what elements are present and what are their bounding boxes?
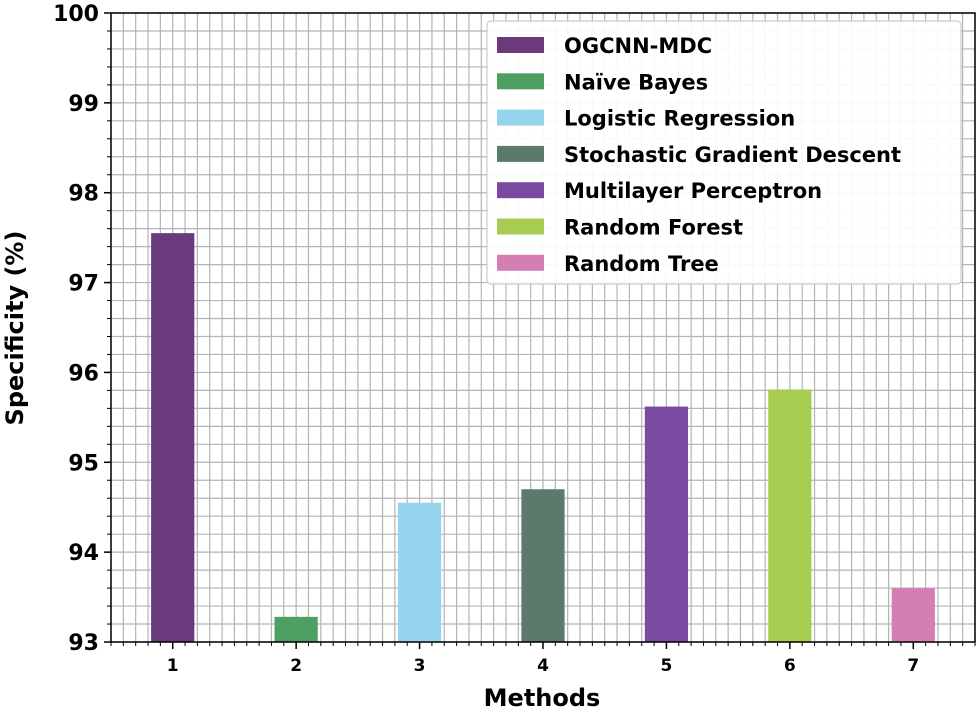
legend-swatch-5	[497, 182, 544, 199]
legend-swatch-3	[497, 109, 544, 126]
x-tick-label: 2	[290, 656, 302, 676]
y-tick-label: 97	[68, 272, 99, 297]
bar-6	[768, 389, 812, 642]
y-axis-title: Specificity (%)	[1, 231, 29, 426]
bar-7	[891, 588, 935, 642]
legend-label-2: Naïve Bayes	[564, 70, 708, 94]
x-tick-label: 6	[784, 656, 796, 676]
legend-swatch-1	[497, 37, 544, 53]
x-axis-title: Methods	[484, 684, 601, 712]
legend-swatch-4	[497, 145, 544, 162]
y-tick-label: 96	[68, 361, 99, 386]
axes: 93 94 95 96 97 98 99 100 1 2 3 4 5 6 7	[53, 2, 976, 676]
bars	[151, 233, 935, 642]
y-tick-label: 100	[53, 2, 99, 27]
legend: OGCNN-MDC Naïve Bayes Logistic Regression S…	[486, 20, 962, 285]
legend-label-5: Multilayer Perceptron	[564, 179, 822, 203]
x-tick-label: 3	[414, 656, 426, 676]
legend-swatch-2	[497, 73, 544, 90]
y-tick-label: 93	[68, 631, 99, 656]
legend-label-7: Random Tree	[564, 252, 719, 276]
y-tick-label: 98	[68, 182, 99, 207]
legend-label-4: Stochastic Gradient Descent	[564, 143, 901, 167]
bar-1	[151, 233, 195, 642]
y-tick-label: 99	[68, 92, 99, 117]
x-tick-label: 1	[167, 656, 179, 676]
bar-4	[521, 489, 565, 642]
legend-label-3: Logistic Regression	[564, 107, 795, 131]
y-tick-label: 94	[68, 541, 99, 566]
legend-swatch-6	[497, 218, 544, 235]
bar-5	[644, 406, 689, 642]
legend-label-1: OGCNN-MDC	[564, 34, 712, 58]
x-tick-label: 5	[661, 656, 673, 676]
bar-2	[274, 616, 318, 642]
legend-label-6: Random Forest	[564, 216, 743, 240]
legend-box	[486, 20, 962, 285]
legend-swatch-7	[497, 254, 544, 271]
bar-3	[397, 502, 442, 642]
x-tick-label: 7	[907, 656, 919, 676]
y-tick-label: 95	[68, 451, 99, 476]
x-tick-label: 4	[537, 656, 549, 676]
